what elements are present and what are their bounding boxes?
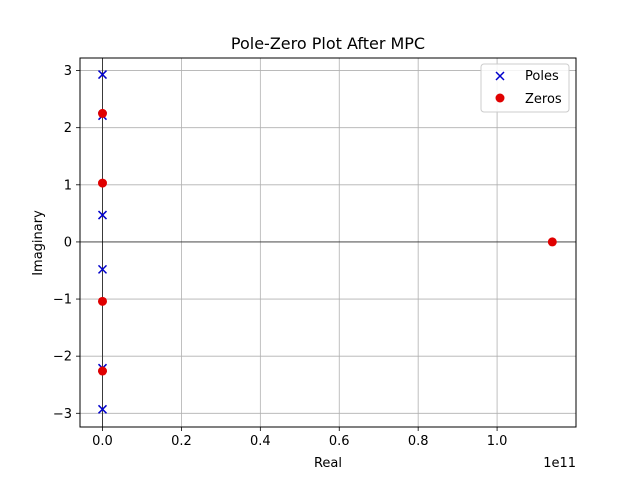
plot-frame	[79, 57, 577, 428]
zero-marker	[97, 296, 107, 306]
plot-points	[97, 70, 557, 414]
x-tick-label: 0.6	[329, 434, 350, 449]
legend-zeros-marker	[495, 93, 505, 103]
chart-title: Pole-Zero Plot After MPC	[231, 34, 425, 53]
pole-marker	[97, 264, 108, 274]
x-tick-label: 0.4	[250, 434, 271, 449]
zero-marker	[97, 108, 107, 118]
pole-marker	[97, 70, 108, 80]
y-tick-label: −3	[53, 407, 72, 422]
zero-marker	[97, 366, 107, 376]
y-tick-label: 3	[64, 64, 72, 79]
y-tick-label: 2	[64, 121, 72, 136]
y-tick-label: −1	[53, 293, 72, 308]
zero-reference-lines	[80, 58, 576, 427]
legend-poles-label: Poles	[525, 69, 559, 84]
y-axis-label: Imaginary	[31, 210, 46, 276]
x-tick-label: 0.0	[92, 434, 113, 449]
y-tick-label: 1	[64, 178, 72, 193]
x-offset-label: 1e11	[543, 456, 576, 471]
zero-marker	[97, 178, 107, 188]
x-tick-label: 0.2	[171, 434, 192, 449]
legend-poles-marker	[495, 71, 505, 81]
zero-marker	[547, 237, 557, 247]
x-axis-label: Real	[314, 456, 342, 471]
y-axis-ticks: −3 −2 −1 0 1 2 3	[53, 64, 80, 422]
y-tick-label: −2	[53, 350, 72, 365]
legend-zeros-label: Zeros	[525, 92, 562, 107]
y-tick-label: 0	[64, 235, 72, 250]
legend: Poles Zeros	[480, 63, 570, 113]
x-axis-ticks: 0.0 0.2 0.4 0.6 0.8 1.0	[92, 427, 507, 449]
x-tick-label: 1.0	[487, 434, 508, 449]
pole-marker	[97, 404, 108, 414]
x-tick-label: 0.8	[408, 434, 429, 449]
pole-marker	[97, 210, 108, 220]
